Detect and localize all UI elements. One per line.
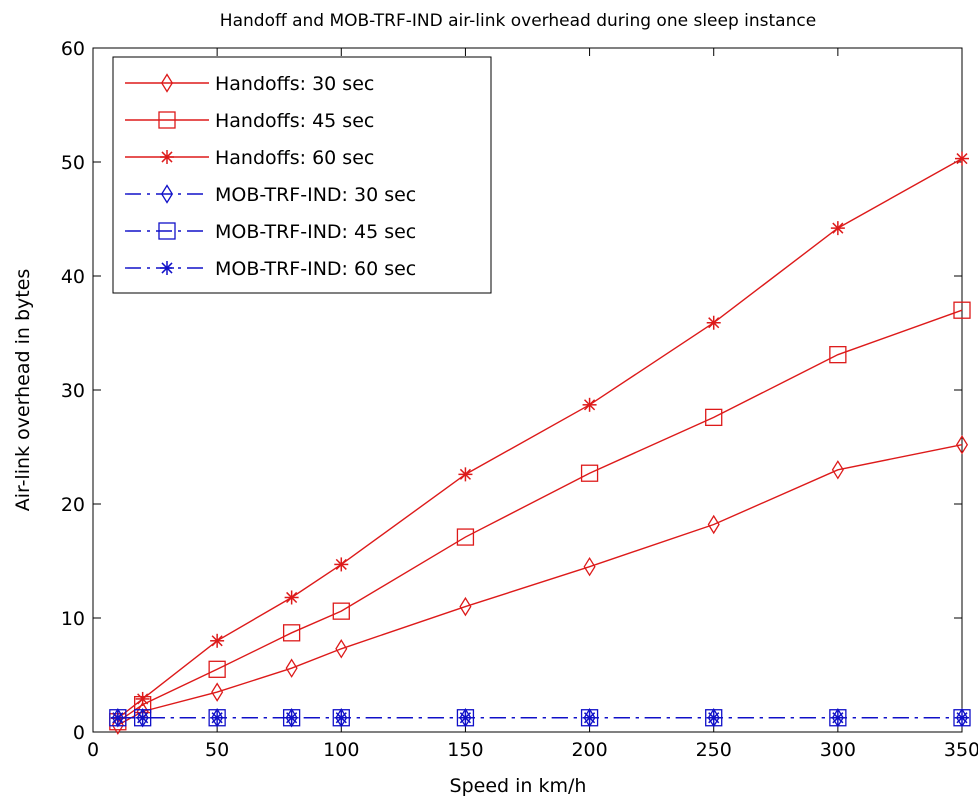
y-axis-label: Air-link overhead in bytes <box>12 269 34 512</box>
data-point <box>211 682 224 702</box>
data-point <box>829 346 847 364</box>
data-point <box>955 710 969 725</box>
legend-marker <box>160 73 174 93</box>
series-3 <box>110 151 969 726</box>
y-tick-label: 40 <box>61 266 85 288</box>
data-point <box>110 710 125 725</box>
data-point <box>282 624 301 642</box>
legend-marker <box>158 222 176 240</box>
data-point <box>582 710 597 725</box>
data-point <box>210 710 225 725</box>
series-line <box>117 157 963 719</box>
y-tick-label: 30 <box>61 380 85 402</box>
y-tick-label: 50 <box>61 152 85 174</box>
data-point <box>332 602 350 620</box>
data-point <box>953 301 971 319</box>
legend-entry-label: MOB-TRF-IND: 60 sec <box>215 258 416 280</box>
legend-marker <box>160 261 174 275</box>
x-axis-label: Speed in km/h <box>450 775 587 797</box>
legend-box <box>112 56 492 294</box>
legend-marker <box>160 184 174 204</box>
data-point <box>583 556 596 577</box>
data-point <box>707 514 720 535</box>
legend-entry-label: Handoffs: 45 sec <box>215 110 374 132</box>
legend-entry-label: Handoffs: 60 sec <box>215 147 374 169</box>
data-point <box>580 464 599 482</box>
data-point <box>334 710 349 725</box>
x-tick-label: 50 <box>205 739 229 761</box>
data-point <box>335 639 348 659</box>
data-point <box>208 660 226 678</box>
data-point <box>706 710 721 725</box>
y-tick-label: 60 <box>61 38 85 60</box>
data-point <box>459 596 472 617</box>
series-line <box>117 444 963 726</box>
legend-entry-label: MOB-TRF-IND: 45 sec <box>215 221 416 243</box>
y-tick-label: 10 <box>61 608 85 630</box>
y-tick-label: 20 <box>61 494 85 516</box>
series-6 <box>110 710 969 725</box>
x-tick-label: 350 <box>944 739 978 761</box>
legend-entry-label: Handoffs: 30 sec <box>215 73 374 95</box>
chart-title: Handoff and MOB-TRF-IND air-link overhea… <box>220 11 816 31</box>
x-tick-label: 0 <box>87 739 99 761</box>
data-point <box>456 528 475 546</box>
legend-entry-label: MOB-TRF-IND: 30 sec <box>215 184 416 206</box>
data-point <box>285 658 298 678</box>
legend-marker <box>160 150 174 164</box>
data-point <box>458 710 473 725</box>
data-point <box>830 221 845 236</box>
x-tick-label: 300 <box>820 739 856 761</box>
data-point <box>705 408 723 427</box>
data-point <box>334 557 349 572</box>
legend-marker <box>158 111 176 129</box>
data-point <box>955 151 969 166</box>
series-line <box>117 309 963 723</box>
x-tick-label: 250 <box>696 739 732 761</box>
data-point <box>135 691 150 706</box>
data-point <box>706 315 721 330</box>
data-point <box>831 460 844 480</box>
x-tick-label: 100 <box>323 739 359 761</box>
y-tick-label: 0 <box>73 722 85 744</box>
data-point <box>458 467 473 482</box>
data-point <box>582 397 597 412</box>
data-point <box>135 710 150 725</box>
data-point <box>284 710 299 725</box>
data-point <box>210 633 225 648</box>
data-point <box>953 709 971 727</box>
data-point <box>955 434 969 455</box>
x-tick-label: 200 <box>571 739 607 761</box>
series-2 <box>109 301 971 731</box>
legend: Handoffs: 30 sec Handoffs: 45 sec Handoffs… <box>112 56 492 294</box>
data-point <box>830 710 845 725</box>
x-tick-label: 150 <box>447 739 483 761</box>
data-point <box>284 590 299 605</box>
